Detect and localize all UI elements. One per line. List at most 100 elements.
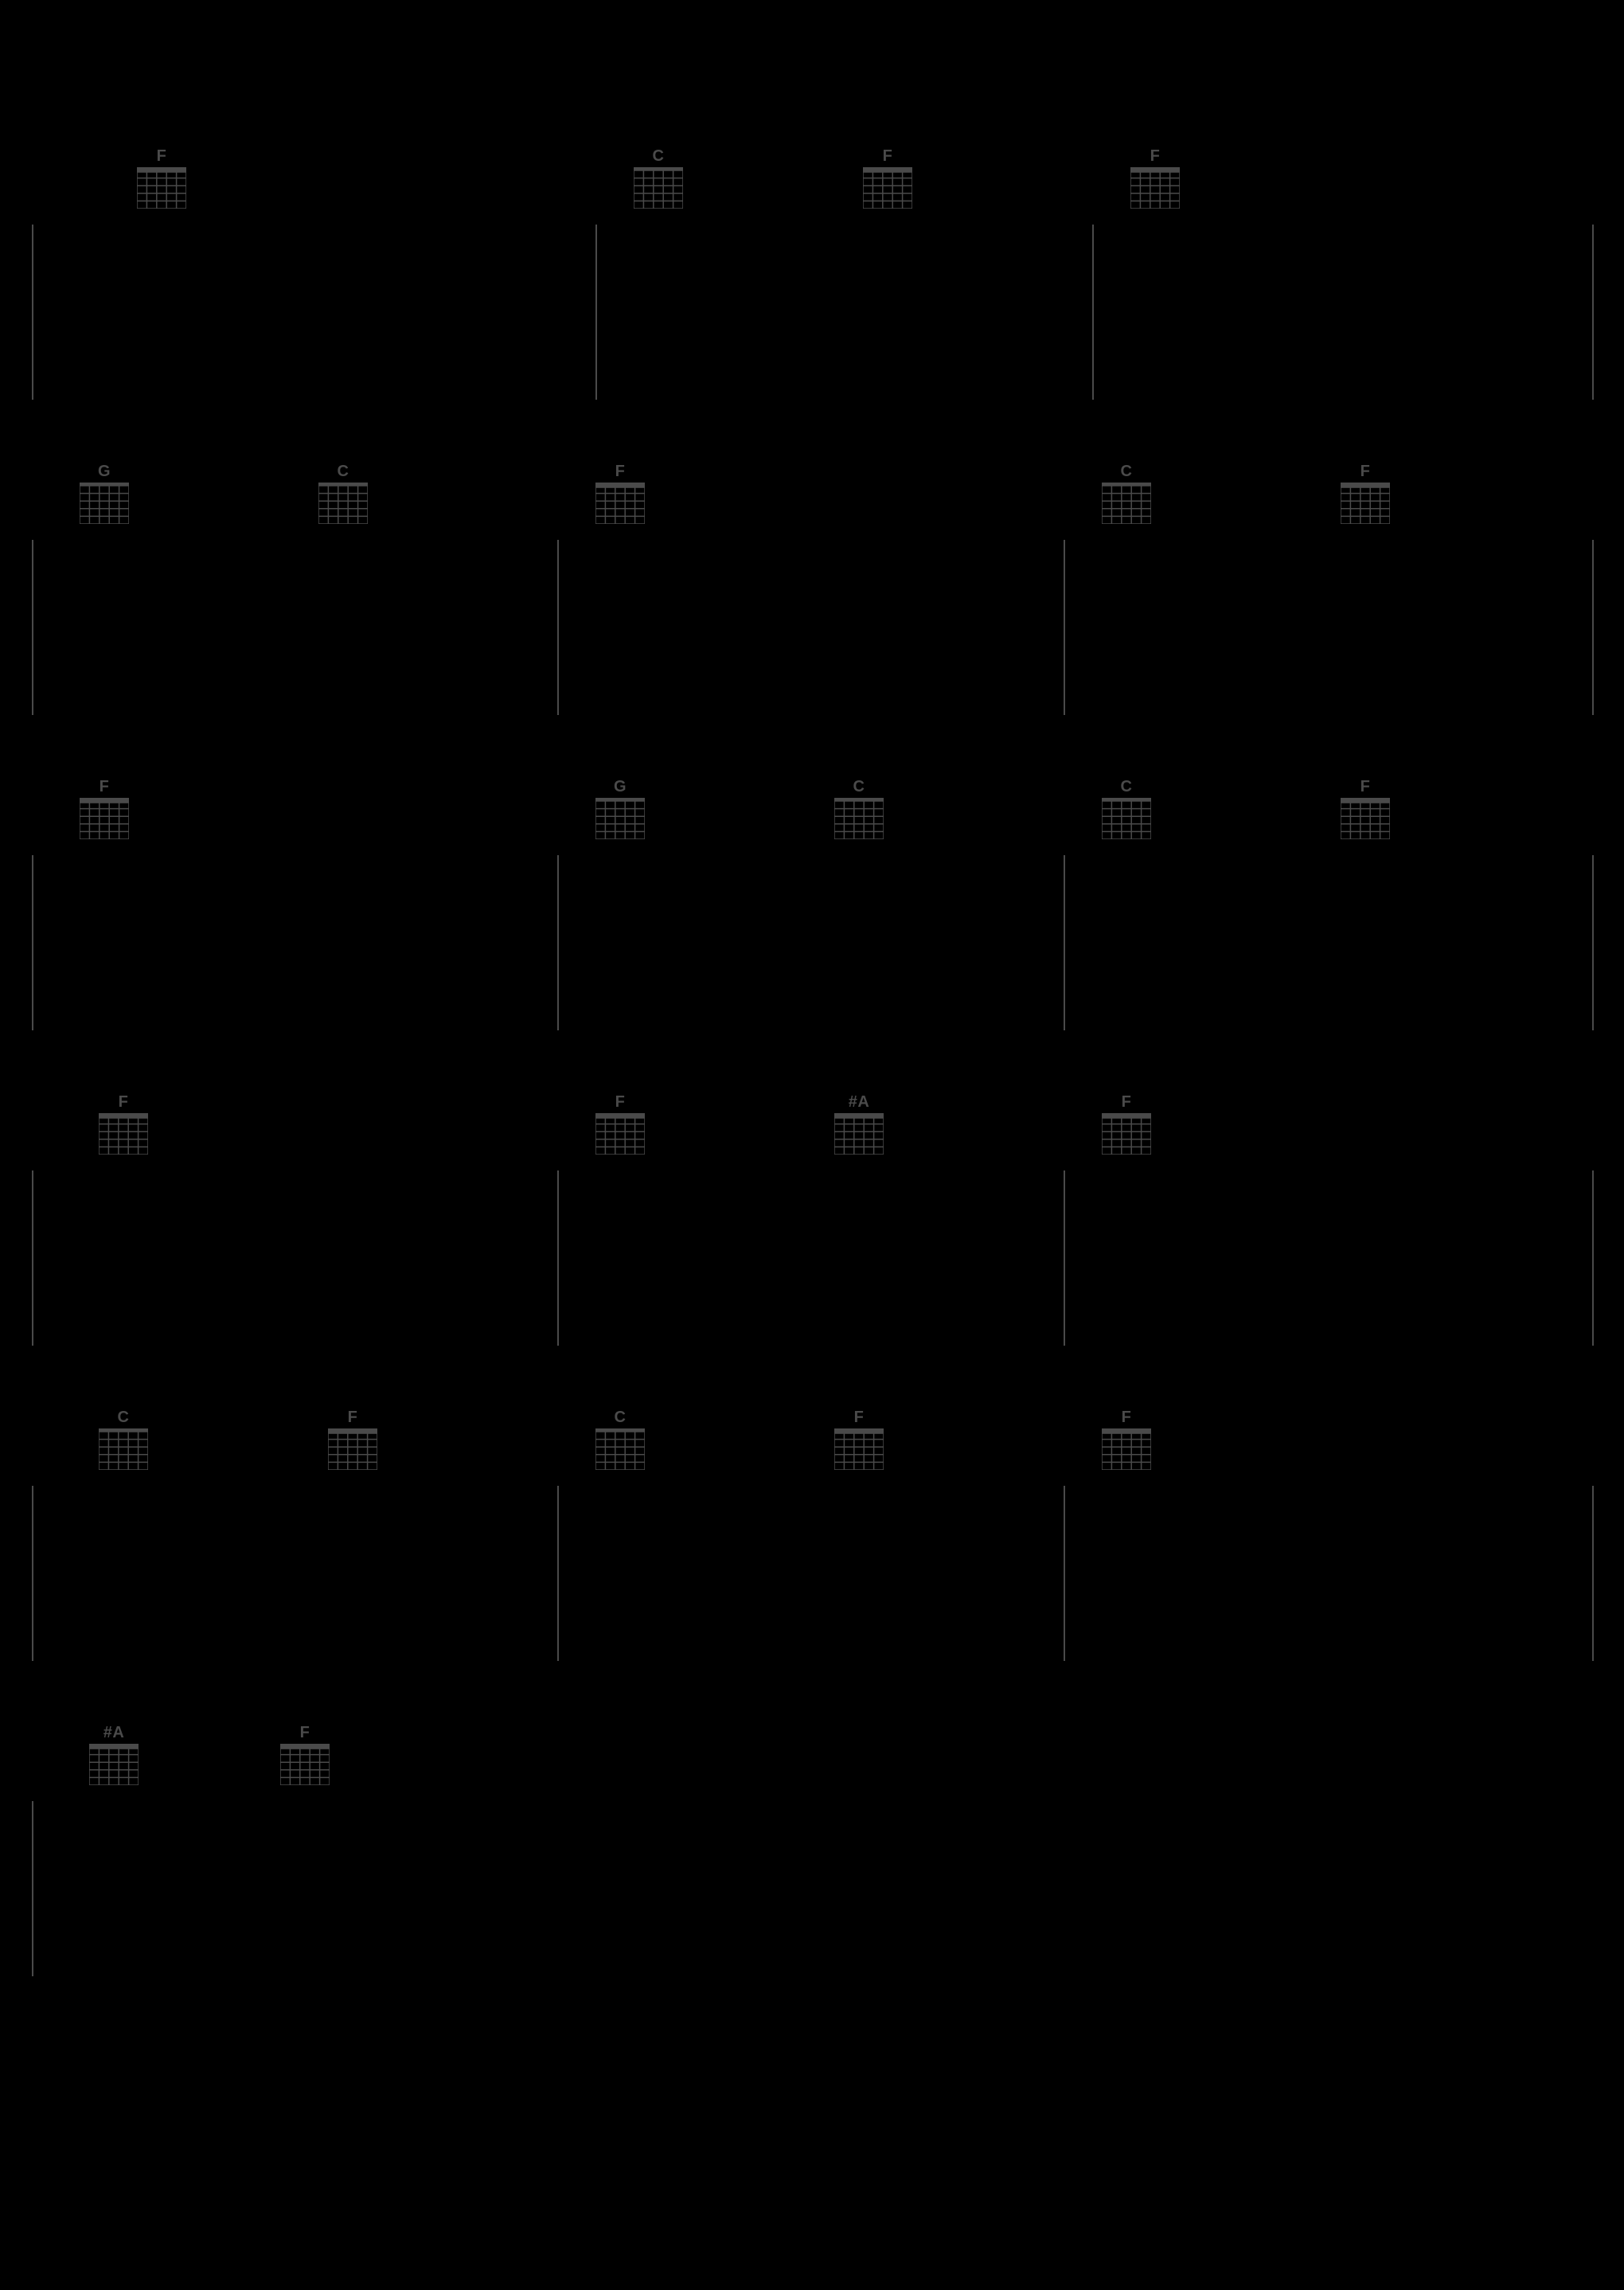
barline bbox=[595, 225, 597, 400]
barline bbox=[557, 855, 559, 1030]
chord-label: F bbox=[1102, 1094, 1151, 1110]
chord-block: C bbox=[1102, 463, 1151, 528]
chord-block: F bbox=[863, 148, 912, 213]
chord-block: F bbox=[1130, 148, 1180, 213]
chord-block: F bbox=[1341, 779, 1390, 843]
chord-block: F bbox=[99, 1094, 148, 1159]
chord-diagram bbox=[834, 1113, 884, 1155]
chord-diagram bbox=[1341, 483, 1390, 524]
chord-block: C bbox=[595, 1409, 645, 1474]
chord-label: F bbox=[595, 463, 645, 479]
chord-label: F bbox=[1130, 148, 1180, 164]
chord-label: C bbox=[634, 148, 683, 164]
chord-block: F bbox=[137, 148, 186, 213]
barlines bbox=[32, 225, 1592, 400]
chord-block: F bbox=[595, 463, 645, 528]
chord-label: C bbox=[1102, 779, 1151, 795]
barlines bbox=[32, 1801, 1592, 1976]
chord-block: #A bbox=[89, 1725, 139, 1789]
chord-label: F bbox=[280, 1725, 330, 1741]
barline bbox=[32, 1486, 33, 1661]
chord-diagram bbox=[595, 1113, 645, 1155]
barline bbox=[1592, 225, 1594, 400]
chord-diagram bbox=[1130, 167, 1180, 209]
chord-block: C bbox=[634, 148, 683, 213]
chord-block: C bbox=[1102, 779, 1151, 843]
chord-diagram bbox=[1102, 1428, 1151, 1470]
barline bbox=[32, 540, 33, 715]
chord-block: F bbox=[595, 1094, 645, 1159]
barlines bbox=[32, 855, 1592, 1030]
barline bbox=[557, 540, 559, 715]
chord-label: F bbox=[1341, 779, 1390, 795]
chord-label: C bbox=[1102, 463, 1151, 479]
chord-block: F bbox=[834, 1409, 884, 1474]
barline bbox=[1064, 855, 1065, 1030]
chord-label: F bbox=[99, 1094, 148, 1110]
chord-label: F bbox=[137, 148, 186, 164]
chord-diagram bbox=[634, 167, 683, 209]
barline bbox=[1092, 225, 1094, 400]
chord-label: C bbox=[318, 463, 368, 479]
barline bbox=[1064, 540, 1065, 715]
barline bbox=[32, 1170, 33, 1346]
barline bbox=[1592, 1170, 1594, 1346]
chord-block: F bbox=[328, 1409, 377, 1474]
chord-block: F bbox=[1341, 463, 1390, 528]
chord-diagram bbox=[89, 1744, 139, 1785]
chord-label: G bbox=[80, 463, 129, 479]
chord-block: C bbox=[318, 463, 368, 528]
chord-diagram bbox=[280, 1744, 330, 1785]
chord-label: F bbox=[328, 1409, 377, 1425]
chord-block: F bbox=[80, 779, 129, 843]
chord-label: #A bbox=[834, 1094, 884, 1110]
barline bbox=[1592, 1486, 1594, 1661]
chord-label: G bbox=[595, 779, 645, 795]
barline bbox=[1064, 1170, 1065, 1346]
chord-diagram bbox=[595, 798, 645, 839]
chord-diagram bbox=[80, 798, 129, 839]
chord-diagram bbox=[328, 1428, 377, 1470]
barlines bbox=[32, 1170, 1592, 1346]
chord-diagram bbox=[834, 798, 884, 839]
chord-label: F bbox=[595, 1094, 645, 1110]
chord-diagram bbox=[1102, 798, 1151, 839]
barline bbox=[1064, 1486, 1065, 1661]
chord-diagram bbox=[834, 1428, 884, 1470]
barline bbox=[1592, 855, 1594, 1030]
chord-block: F bbox=[1102, 1094, 1151, 1159]
chord-diagram bbox=[595, 483, 645, 524]
chord-block: C bbox=[834, 779, 884, 843]
chord-diagram bbox=[318, 483, 368, 524]
chord-label: F bbox=[863, 148, 912, 164]
chord-label: #A bbox=[89, 1725, 139, 1741]
chord-diagram bbox=[99, 1428, 148, 1470]
barline bbox=[1592, 540, 1594, 715]
chord-block: F bbox=[280, 1725, 330, 1789]
chord-label: C bbox=[99, 1409, 148, 1425]
chord-label: F bbox=[80, 779, 129, 795]
chord-diagram bbox=[1102, 1113, 1151, 1155]
chord-diagram bbox=[1341, 798, 1390, 839]
barlines bbox=[32, 1486, 1592, 1661]
barline bbox=[32, 1801, 33, 1976]
chord-label: C bbox=[834, 779, 884, 795]
chord-label: F bbox=[834, 1409, 884, 1425]
chord-block: G bbox=[80, 463, 129, 528]
chord-diagram bbox=[1102, 483, 1151, 524]
chord-block: F bbox=[1102, 1409, 1151, 1474]
chord-label: F bbox=[1341, 463, 1390, 479]
chord-block: G bbox=[595, 779, 645, 843]
chord-block: C bbox=[99, 1409, 148, 1474]
chord-label: C bbox=[595, 1409, 645, 1425]
chord-sheet: F C F F G C F C F F G C C F F F #A F C F C F F #A F bbox=[0, 0, 1624, 2290]
barlines bbox=[32, 540, 1592, 715]
barline bbox=[557, 1170, 559, 1346]
chord-diagram bbox=[863, 167, 912, 209]
chord-diagram bbox=[137, 167, 186, 209]
chord-diagram bbox=[595, 1428, 645, 1470]
chord-block: #A bbox=[834, 1094, 884, 1159]
chord-label: F bbox=[1102, 1409, 1151, 1425]
chord-diagram bbox=[80, 483, 129, 524]
barline bbox=[557, 1486, 559, 1661]
